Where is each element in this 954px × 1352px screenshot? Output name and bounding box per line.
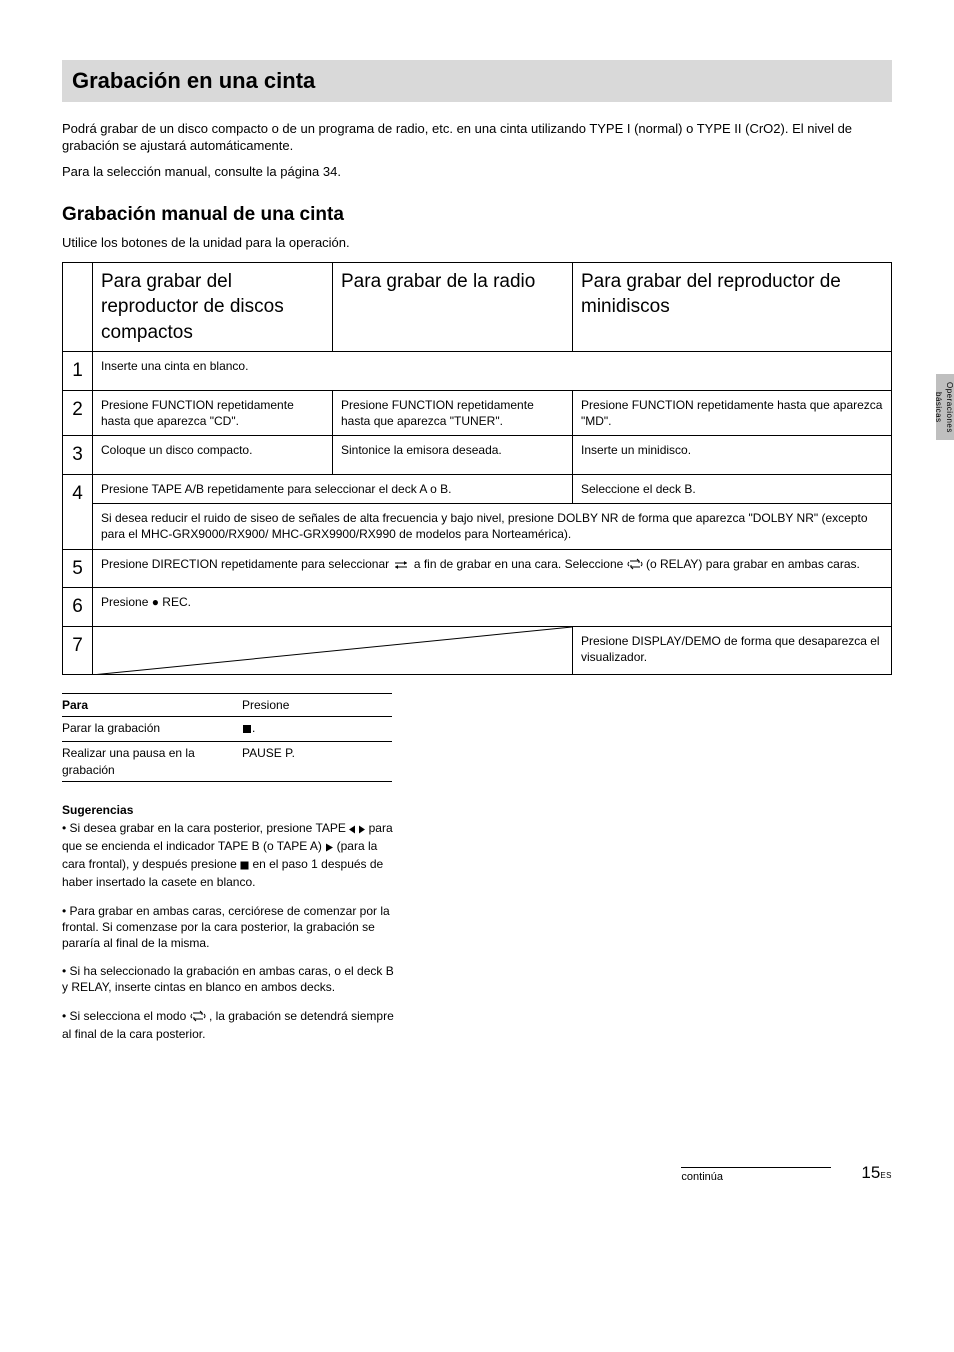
step-text: Presione ● REC. [93, 588, 892, 627]
step-text: Presione FUNCTION repetidamente hasta qu… [333, 391, 573, 436]
section-subtext: Utilice los botones de la unidad para la… [62, 234, 892, 252]
mini-header: Para [62, 694, 242, 716]
table-row: Para Presione [62, 693, 392, 717]
step-text: Presione FUNCTION repetidamente hasta qu… [93, 391, 333, 436]
table-row: Realizar una pausa en la grabación PAUSE… [62, 742, 392, 781]
step-text: Inserte una cinta en blanco. [93, 352, 892, 391]
arrows-lr-icon [392, 558, 410, 574]
diagonal-cell [93, 626, 573, 674]
mini-key: Parar la grabación [62, 717, 242, 741]
triangle-right-icon [325, 840, 333, 856]
mini-key: Realizar una pausa en la grabación [62, 742, 242, 780]
table-row: 7 Presione DISPLAY/DEMO de forma que des… [63, 626, 892, 674]
table-row: Para grabar del reproductor de discos co… [63, 262, 892, 352]
page-number-value: 15 [861, 1163, 880, 1182]
text-fragment: . [568, 527, 571, 541]
mini-value: . [242, 717, 392, 741]
step-text: Inserte un minidisco. [573, 436, 892, 475]
mini-header: Presione [242, 694, 392, 716]
step-text: Presione TAPE A/B repetidamente para sel… [93, 475, 573, 504]
list-item: Si desea grabar en la cara posterior, pr… [62, 820, 402, 891]
page-number: 15ES [861, 1162, 892, 1185]
stop-icon [242, 722, 252, 738]
list-item: Si selecciona el modo , la grabación se … [62, 1008, 402, 1042]
list-item: Para grabar en ambas caras, cerciórese d… [62, 903, 402, 952]
tips-list: Si desea grabar en la cara posterior, pr… [62, 820, 402, 1042]
loop-icon [190, 1010, 206, 1026]
page-number-suffix: ES [880, 1171, 892, 1180]
loop-icon [627, 558, 643, 574]
page-footer: continúa 15ES [62, 1162, 892, 1185]
table-header-cd: Para grabar del reproductor de discos co… [93, 262, 333, 352]
intro-paragraph-2: Para la selección manual, consulte la pá… [62, 163, 892, 181]
table-row: Parar la grabación . [62, 717, 392, 742]
step-number: 4 [63, 475, 93, 550]
step-number: 6 [63, 588, 93, 627]
table-header-md: Para grabar del reproductor de minidisco… [573, 262, 892, 352]
step-number: 7 [63, 626, 93, 674]
text-fragment: Presione DIRECTION repetidamente para se… [101, 557, 392, 571]
stop-icon [240, 858, 249, 874]
text-fragment: a fin de grabar en una cara. Seleccione [414, 557, 627, 571]
text-fragment: Si selecciona el modo [70, 1009, 190, 1023]
section-heading: Grabación manual de una cinta [62, 202, 892, 228]
step-text: Si desea reducir el ruido de siseo de se… [93, 504, 892, 549]
table-row: 3 Coloque un disco compacto. Sintonice l… [63, 436, 892, 475]
side-tab: Operaciones básicas [936, 374, 954, 440]
table-header-blank [63, 262, 93, 352]
continue-label: continúa [681, 1167, 831, 1185]
intro-paragraph-1: Podrá grabar de un disco compacto o de u… [62, 120, 892, 155]
step-number: 2 [63, 391, 93, 436]
list-item: Si ha seleccionado la grabación en ambas… [62, 963, 402, 995]
table-row: Si desea reducir el ruido de siseo de se… [63, 504, 892, 549]
step-text: Presione DIRECTION repetidamente para se… [93, 549, 892, 588]
step-text: Presione FUNCTION repetidamente hasta qu… [573, 391, 892, 436]
table-row: 5 Presione DIRECTION repetidamente para … [63, 549, 892, 588]
text-fragment: Si desea grabar en la cara posterior, pr… [70, 821, 350, 835]
text-fragment: . [252, 721, 255, 735]
step-text: Coloque un disco compacto. [93, 436, 333, 475]
step-text: Sintonice la emisora deseada. [333, 436, 573, 475]
step-number: 1 [63, 352, 93, 391]
recording-steps-table: Para grabar del reproductor de discos co… [62, 262, 892, 675]
text-fragment: (o RELAY) para grabar en ambas caras. [646, 557, 860, 571]
table-row: 2 Presione FUNCTION repetidamente hasta … [63, 391, 892, 436]
page-title: Grabación en una cinta [62, 60, 892, 102]
table-row: 1 Inserte una cinta en blanco. [63, 352, 892, 391]
step-number: 3 [63, 436, 93, 475]
step-number: 5 [63, 549, 93, 588]
triangles-lr-icon [349, 822, 365, 838]
step-text: Presione DISPLAY/DEMO de forma que desap… [573, 626, 892, 674]
table-row: 6 Presione ● REC. [63, 588, 892, 627]
mini-value: PAUSE P. [242, 742, 392, 780]
step-text: Seleccione el deck B. [573, 475, 892, 504]
table-header-radio: Para grabar de la radio [333, 262, 573, 352]
tips-heading: Sugerencias [62, 802, 892, 818]
table-row: 4 Presione TAPE A/B repetidamente para s… [63, 475, 892, 504]
text-fragment: Si desea reducir el ruido de siseo de se… [101, 511, 818, 525]
controls-mini-table: Para Presione Parar la grabación . Reali… [62, 693, 392, 782]
